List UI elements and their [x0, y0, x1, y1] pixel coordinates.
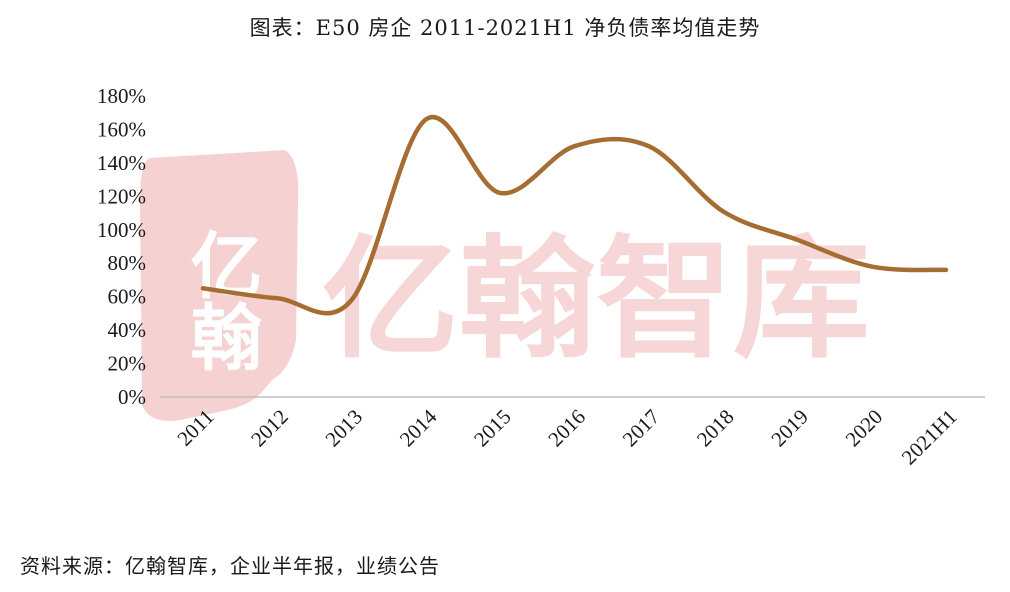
y-tick-label: 20%	[108, 352, 147, 376]
watermark: 亿翰 亿翰智库	[140, 150, 870, 421]
y-tick-label: 0%	[118, 385, 146, 409]
y-tick-label: 160%	[97, 117, 146, 141]
source-note: 资料来源：亿翰智库，企业半年报，业绩公告	[20, 554, 440, 578]
y-tick-label: 60%	[108, 285, 147, 309]
watermark-text: 亿翰智库	[322, 223, 870, 377]
x-tick-label: 2021H1	[897, 405, 962, 470]
x-tick-label: 2015	[469, 405, 516, 452]
x-tick-label: 2013	[320, 405, 367, 452]
x-tick-label: 2016	[543, 405, 590, 452]
watermark-seal-text: 亿翰	[178, 228, 262, 372]
x-tick-label: 2014	[395, 404, 442, 451]
line-chart: 亿翰 亿翰智库 0% 20% 40% 60% 80% 100% 120% 140% 160% 18…	[97, 84, 985, 469]
x-tick-label: 2019	[766, 405, 813, 452]
y-tick-label: 80%	[108, 251, 147, 275]
x-tick-label: 2017	[618, 405, 665, 452]
y-tick-label: 100%	[97, 218, 146, 242]
y-tick-label: 120%	[97, 184, 146, 208]
x-tick-label: 2018	[692, 405, 739, 452]
y-tick-label: 140%	[97, 151, 146, 175]
y-tick-label: 180%	[97, 84, 146, 108]
chart-title: 图表：E50 房企 2011-2021H1 净负债率均值走势	[249, 16, 761, 40]
y-tick-label: 40%	[108, 318, 147, 342]
series-line	[200, 114, 949, 316]
watermark-seal	[140, 150, 299, 421]
x-tick-label: 2012	[246, 405, 293, 452]
x-tick-label: 2020	[841, 405, 888, 452]
y-axis: 0% 20% 40% 60% 80% 100% 120% 140% 160% 180%	[97, 84, 146, 409]
x-axis: 2011 2012 2013 2014 2015 2016 2017 2018 2019 2020…	[172, 404, 961, 469]
